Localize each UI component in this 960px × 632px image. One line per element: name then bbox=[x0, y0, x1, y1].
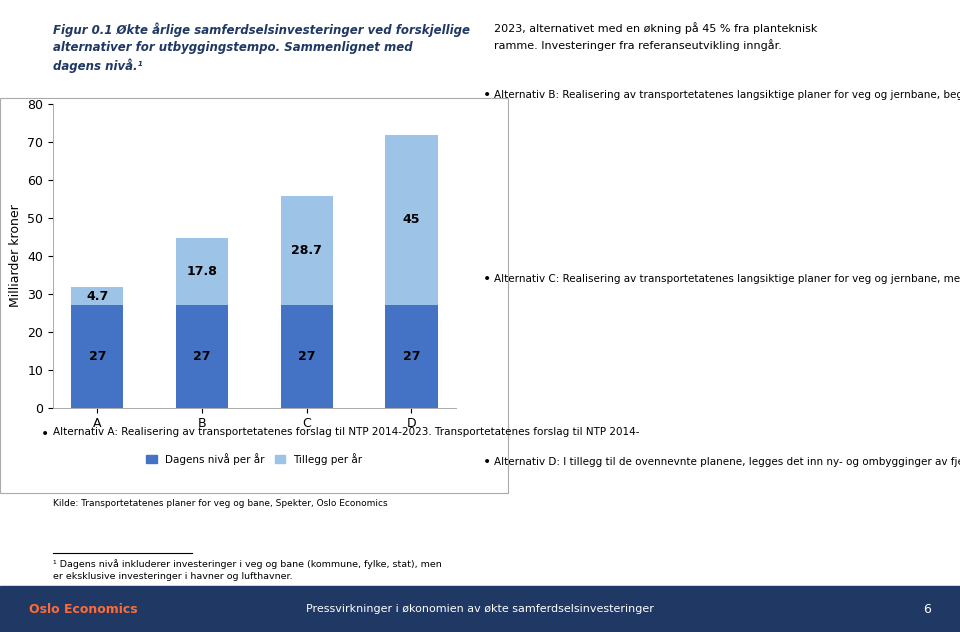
Bar bbox=[385, 305, 438, 408]
Text: Oslo Economics: Oslo Economics bbox=[29, 603, 137, 616]
Text: 27: 27 bbox=[298, 350, 316, 363]
Text: Figur 0.1 Økte årlige samferdselsinvesteringer ved forskjellige
alternativer for: Figur 0.1 Økte årlige samferdselsinveste… bbox=[53, 22, 469, 73]
Text: 2023, alternativet med en økning på 45 % fra planteknisk
ramme. Investeringer fr: 2023, alternativet med en økning på 45 %… bbox=[494, 22, 818, 51]
Text: Alternativ A: Realisering av transportetatenes forslag til NTP 2014-2023. Transp: Alternativ A: Realisering av transportet… bbox=[53, 427, 639, 437]
Legend: Dagens nivå per år, Tillegg per år: Dagens nivå per år, Tillegg per år bbox=[142, 449, 367, 469]
Text: 6: 6 bbox=[924, 603, 931, 616]
Text: •: • bbox=[483, 88, 492, 102]
Bar bbox=[71, 288, 124, 305]
Text: 45: 45 bbox=[403, 214, 420, 226]
Bar bbox=[385, 135, 438, 305]
Text: •: • bbox=[483, 455, 492, 469]
Text: 27: 27 bbox=[193, 350, 211, 363]
Text: Alternativ D: I tillegg til de ovennevnte planene, legges det inn ny- og ombyggi: Alternativ D: I tillegg til de ovennevnt… bbox=[494, 455, 960, 467]
Text: 17.8: 17.8 bbox=[186, 265, 218, 278]
Text: •: • bbox=[41, 427, 50, 441]
Text: ¹ Dagens nivå inkluderer investeringer i veg og bane (kommune, fylke, stat), men: ¹ Dagens nivå inkluderer investeringer i… bbox=[53, 559, 442, 581]
Text: 28.7: 28.7 bbox=[291, 245, 323, 257]
Bar bbox=[71, 305, 124, 408]
Text: Pressvirkninger i økonomien av økte samferdselsinvesteringer: Pressvirkninger i økonomien av økte samf… bbox=[306, 604, 654, 614]
Bar bbox=[280, 305, 333, 408]
Text: Alternativ C: Realisering av transportetatenes langsiktige planer for veg og jer: Alternativ C: Realisering av transportet… bbox=[494, 272, 960, 284]
Bar bbox=[176, 305, 228, 408]
Text: 4.7: 4.7 bbox=[86, 290, 108, 303]
Text: Kilde: Transportetatenes planer for veg og bane, Spekter, Oslo Economics: Kilde: Transportetatenes planer for veg … bbox=[53, 499, 388, 507]
Text: 27: 27 bbox=[88, 350, 106, 363]
Text: 27: 27 bbox=[403, 350, 420, 363]
Bar bbox=[280, 197, 333, 305]
Bar bbox=[176, 238, 228, 305]
Text: •: • bbox=[483, 272, 492, 286]
Text: Alternativ B: Realisering av transportetatenes langsiktige planer for veg og jer: Alternativ B: Realisering av transportet… bbox=[494, 88, 960, 100]
Y-axis label: Milliarder kroner: Milliarder kroner bbox=[9, 205, 21, 307]
